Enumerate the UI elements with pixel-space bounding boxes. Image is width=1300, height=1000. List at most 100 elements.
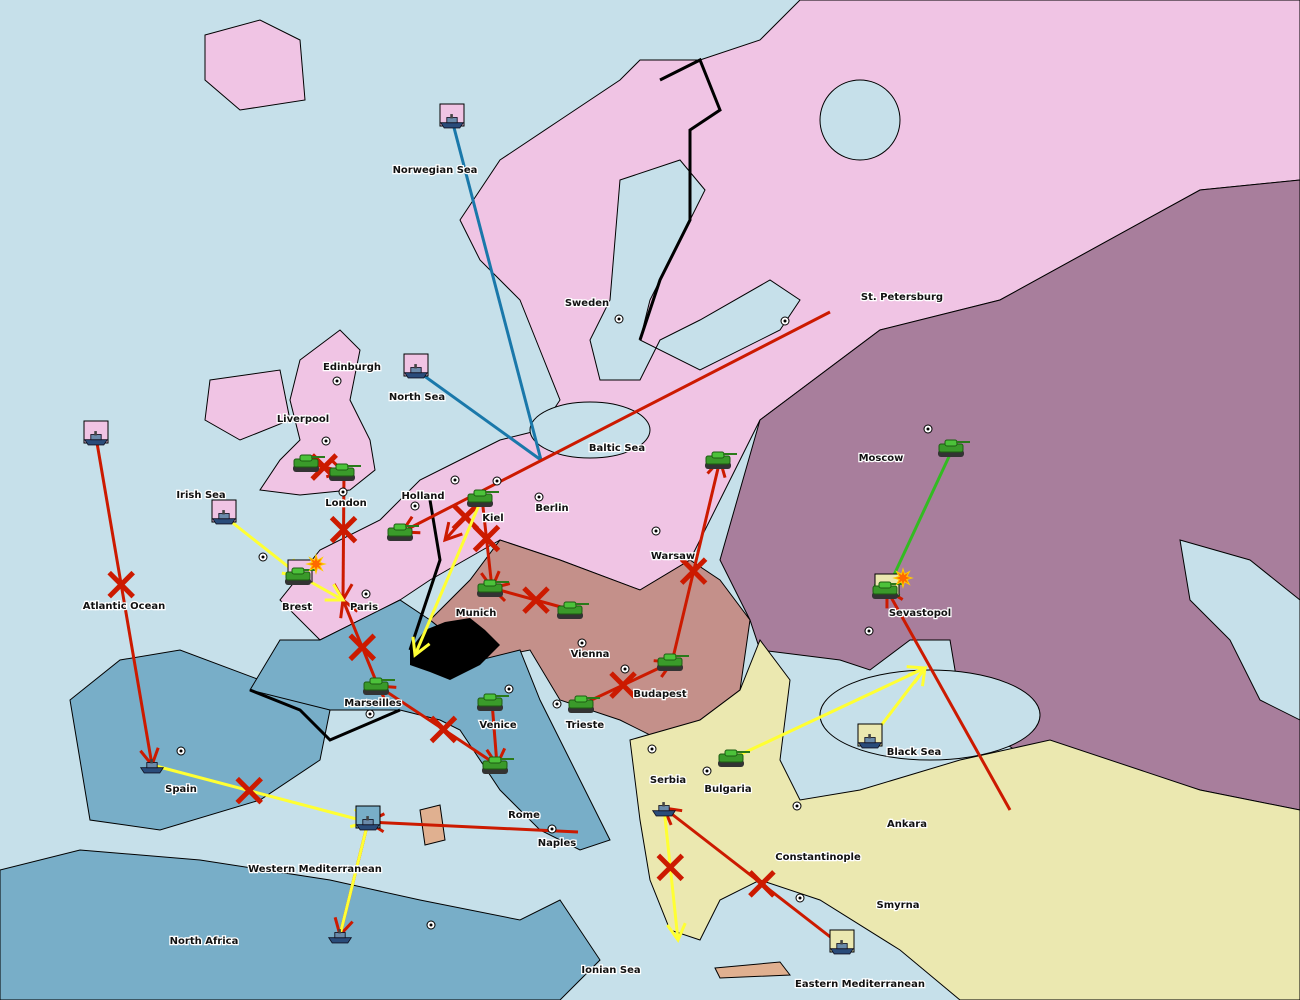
supply-center-dot-core bbox=[537, 495, 541, 499]
supply-center-dot-core bbox=[580, 641, 584, 645]
supply-center-dot-core bbox=[429, 923, 433, 927]
label-naples: Naples bbox=[538, 838, 576, 849]
order-line bbox=[338, 821, 370, 936]
supply-center-dot-core bbox=[795, 804, 799, 808]
label-london: London bbox=[325, 498, 367, 509]
dislodged-burst-icon bbox=[305, 553, 327, 575]
label-eastern-mediterranean: Eastern Mediterranean bbox=[795, 979, 925, 990]
supply-center-dot-core bbox=[555, 702, 559, 706]
failed-order-x-icon bbox=[329, 515, 358, 544]
supply-center-dot-core bbox=[341, 490, 345, 494]
label-north-sea: North Sea bbox=[389, 392, 445, 403]
label-brest: Brest bbox=[282, 602, 312, 613]
order-arrowhead bbox=[324, 583, 346, 602]
supply-center-dot-core bbox=[550, 827, 554, 831]
label-atlantic-ocean: Atlantic Ocean bbox=[83, 601, 166, 612]
fleet-unit[interactable] bbox=[439, 103, 465, 129]
fleet-unit[interactable] bbox=[403, 353, 429, 379]
order-arrowhead bbox=[411, 636, 431, 658]
supply-centers bbox=[176, 314, 933, 930]
province-labels: Norwegian Sea Sweden St. Petersburg Edin… bbox=[81, 164, 952, 992]
label-constantinople: Constantinople bbox=[775, 852, 861, 863]
order-line bbox=[885, 589, 1012, 811]
failed-order-x-icon bbox=[656, 853, 685, 882]
order-line bbox=[885, 447, 955, 591]
supply-center-dot-core bbox=[507, 687, 511, 691]
caspian-sea-water bbox=[1179, 539, 1300, 721]
fleet-unit[interactable] bbox=[211, 499, 237, 525]
failed-order-x-icon bbox=[609, 671, 637, 699]
label-rome: Rome bbox=[508, 810, 540, 821]
order-arrowhead bbox=[442, 521, 463, 543]
supply-center-dot-core bbox=[364, 592, 368, 596]
army-unit[interactable] bbox=[871, 567, 914, 600]
order-line bbox=[94, 436, 154, 766]
region-britain[interactable] bbox=[259, 329, 376, 496]
supply-center-dot-core bbox=[650, 747, 654, 751]
label-warsaw: Warsaw bbox=[651, 551, 695, 562]
label-ankara: Ankara bbox=[887, 819, 927, 830]
supply-center-dot-core bbox=[654, 529, 658, 533]
label-holland: Holland bbox=[401, 491, 444, 502]
failed-order-x-icon bbox=[522, 586, 550, 614]
region-turkey-balkans[interactable] bbox=[629, 638, 1300, 1000]
label-serbia: Serbia bbox=[650, 775, 686, 786]
order-line bbox=[670, 459, 722, 663]
label-kiel: Kiel bbox=[482, 513, 503, 524]
baltic-sea-water bbox=[529, 401, 651, 459]
label-berlin: Berlin bbox=[535, 503, 568, 514]
label-trieste: Trieste bbox=[566, 720, 605, 731]
order-line bbox=[151, 763, 369, 824]
region-north-africa[interactable] bbox=[0, 849, 601, 1000]
fleet-unit[interactable] bbox=[829, 929, 855, 955]
order-line bbox=[223, 514, 301, 578]
supply-center-dot-core bbox=[705, 769, 709, 773]
white-sea-water bbox=[819, 79, 901, 161]
units-layer bbox=[83, 103, 971, 955]
label-vienna: Vienna bbox=[571, 649, 610, 660]
order-arrowhead bbox=[907, 665, 927, 687]
label-sevastopol: Sevastopol bbox=[889, 608, 951, 619]
order-line bbox=[450, 119, 543, 461]
order-line bbox=[490, 701, 499, 766]
label-irish-sea: Irish Sea bbox=[176, 490, 225, 501]
fleet-unit[interactable] bbox=[355, 805, 381, 831]
supply-center-dot-core bbox=[261, 555, 265, 559]
label-budapest: Budapest bbox=[633, 689, 687, 700]
dislodged-burst-icon bbox=[892, 567, 914, 589]
label-venice: Venice bbox=[479, 720, 516, 731]
label-moscow: Moscow bbox=[859, 453, 904, 464]
supply-center-dot-core bbox=[413, 504, 417, 508]
supply-center-dot-core bbox=[926, 427, 930, 431]
label-st-petersburg: St. Petersburg bbox=[861, 292, 943, 303]
border-line bbox=[408, 499, 442, 651]
army-unit[interactable] bbox=[284, 553, 327, 586]
label-spain: Spain bbox=[165, 784, 197, 795]
order-line bbox=[480, 497, 494, 589]
failed-order-x-icon bbox=[429, 715, 458, 744]
fleet-unit[interactable] bbox=[857, 723, 883, 749]
label-norwegian-sea: Norwegian Sea bbox=[393, 165, 478, 176]
supply-center-dot-core bbox=[335, 379, 339, 383]
switzerland bbox=[410, 618, 500, 680]
label-edinburgh: Edinburgh bbox=[323, 362, 381, 373]
order-line bbox=[413, 497, 484, 656]
fleet-unit[interactable] bbox=[83, 420, 109, 446]
border-line bbox=[638, 57, 722, 341]
supply-center-dot-core bbox=[798, 896, 802, 900]
supply-center-dot-core bbox=[783, 319, 787, 323]
region-iceland bbox=[204, 19, 306, 111]
label-liverpool: Liverpool bbox=[277, 414, 329, 425]
label-north-africa: North Africa bbox=[170, 936, 239, 947]
region-ireland[interactable] bbox=[204, 369, 291, 441]
label-munich: Munich bbox=[456, 608, 497, 619]
failed-order-x-icon bbox=[472, 524, 501, 553]
supply-center-dot-core bbox=[368, 712, 372, 716]
order-line bbox=[367, 820, 579, 834]
failed-order-x-icon bbox=[235, 776, 263, 805]
crete bbox=[714, 961, 791, 979]
failed-order-x-icon bbox=[107, 570, 135, 599]
order-line bbox=[662, 807, 680, 941]
supply-center-dot-core bbox=[179, 749, 183, 753]
